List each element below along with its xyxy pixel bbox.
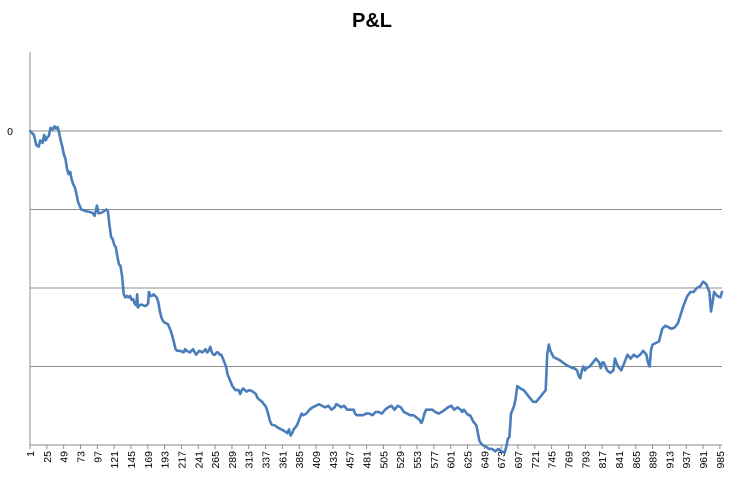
series-line <box>28 125 724 455</box>
x-tick-label: 1 <box>25 451 37 457</box>
x-tick-label: 841 <box>614 451 626 469</box>
x-tick-label: 313 <box>244 451 256 469</box>
x-tick-label: 721 <box>530 451 542 469</box>
x-tick-label: 649 <box>479 451 491 469</box>
x-tick-label: 241 <box>193 451 205 469</box>
x-tick-label: 793 <box>580 451 592 469</box>
x-tick-label: 481 <box>362 451 374 469</box>
x-tick-label: 529 <box>395 451 407 469</box>
x-tick-label: 505 <box>378 451 390 469</box>
x-tick-label: 289 <box>227 451 239 469</box>
x-tick-label: 961 <box>698 451 710 469</box>
x-tick-label: 553 <box>412 451 424 469</box>
x-tick-label: 769 <box>563 451 575 469</box>
x-tick-label: 145 <box>126 451 138 469</box>
x-tick-label: 97 <box>92 451 104 463</box>
x-tick-label: 937 <box>681 451 693 469</box>
x-tick-label: 25 <box>42 451 54 463</box>
x-tick-label: 745 <box>547 451 559 469</box>
x-tick-label: 625 <box>462 451 474 469</box>
x-tick-label: 601 <box>446 451 458 469</box>
y-tick-label: 0 <box>7 126 13 138</box>
x-tick-label: 985 <box>715 451 727 469</box>
x-tick-label: 217 <box>176 451 188 469</box>
x-tick-label: 889 <box>648 451 660 469</box>
x-tick-label: 169 <box>143 451 155 469</box>
x-tick-label: 697 <box>513 451 525 469</box>
x-tick-label: 865 <box>631 451 643 469</box>
x-tick-label: 121 <box>109 451 121 469</box>
x-tick-label: 337 <box>261 451 273 469</box>
x-tick-label: 73 <box>75 451 87 463</box>
x-tick-label: 673 <box>496 451 508 469</box>
x-tick-label: 193 <box>160 451 172 469</box>
x-tick-label: 817 <box>597 451 609 469</box>
x-tick-label: 409 <box>311 451 323 469</box>
x-tick-label: 457 <box>345 451 357 469</box>
x-tick-label: 913 <box>664 451 676 469</box>
x-tick-label: 265 <box>210 451 222 469</box>
x-tick-label: 433 <box>328 451 340 469</box>
chart-title: P&L <box>352 10 392 32</box>
x-tick-label: 361 <box>277 451 289 469</box>
x-tick-label: 385 <box>294 451 306 469</box>
x-tick-label: 577 <box>429 451 441 469</box>
x-tick-label: 49 <box>59 451 71 463</box>
